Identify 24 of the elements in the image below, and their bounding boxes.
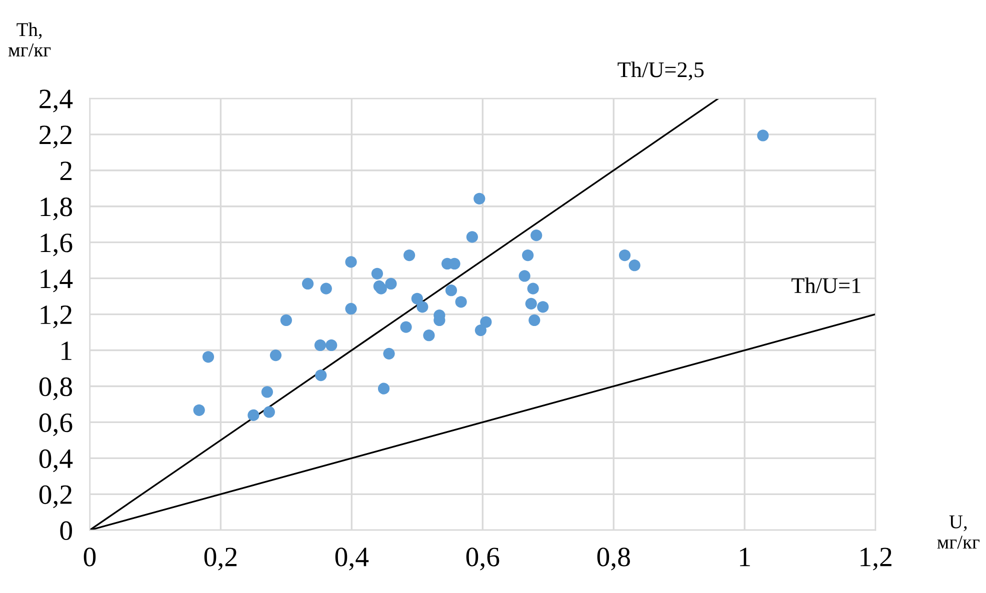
y-tick-label: 0,2	[39, 485, 72, 508]
x-axis-title: U, мг/кг	[937, 515, 980, 549]
y-tick-label: 2,2	[40, 126, 72, 148]
y-tick-label: 0	[60, 521, 72, 540]
annotation: Th/U=1	[792, 277, 860, 294]
text: Th/U=2,5	[618, 62, 704, 80]
x-tick-label: 1,2	[860, 548, 892, 570]
x-tick-label: 0,8	[597, 548, 630, 570]
y-axis-title: Th, мг/кг	[8, 22, 51, 57]
y-tick-label: 1,6	[40, 234, 72, 256]
x-tick-label: 0	[84, 548, 96, 566]
y-tick-label: 2,4	[40, 90, 73, 112]
x-tick-label: 1	[740, 548, 750, 566]
y-tick-label: 1,8	[40, 198, 72, 220]
y-tick-label: 1,2	[40, 306, 72, 328]
y-tick-label: 1,4	[40, 270, 73, 292]
x-tick-label: 0,2	[204, 548, 237, 570]
y-tick-label: 2	[60, 162, 72, 180]
x-tick-label: 0,6	[466, 548, 500, 570]
y-tick-label: 1	[62, 342, 72, 360]
y-tick-label: 0,8	[39, 377, 72, 400]
x-tick-label: 0,4	[335, 548, 369, 570]
y-tick-label: 0,6	[39, 413, 72, 436]
y-tick-label: 0,4	[39, 449, 73, 472]
